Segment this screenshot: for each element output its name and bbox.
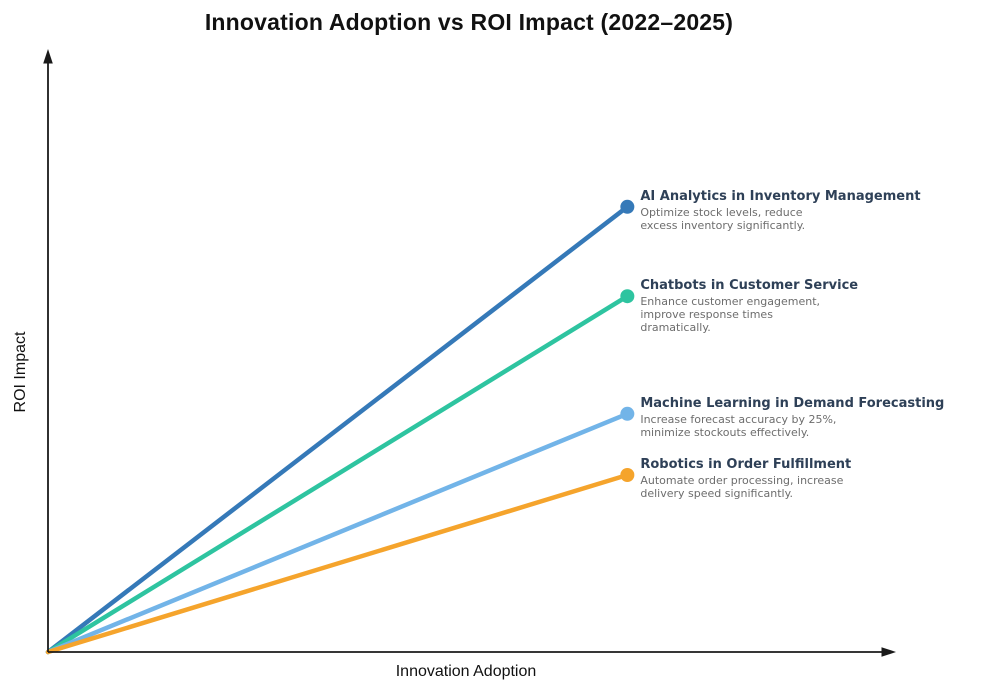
series-line bbox=[45, 293, 630, 655]
x-axis-arrow-icon bbox=[881, 647, 896, 657]
series-description: Enhance customer engagement, improve res… bbox=[640, 295, 821, 335]
series-endpoint-dot bbox=[620, 406, 635, 421]
series-endpoint-dot bbox=[620, 289, 635, 304]
series-description: Increase forecast accuracy by 25%, minim… bbox=[640, 412, 837, 439]
series-line bbox=[45, 472, 630, 655]
series-label: Machine Learning in Demand Forecasting In… bbox=[640, 396, 944, 439]
series-title: Chatbots in Customer Service bbox=[640, 278, 859, 294]
series-title: AI Analytics in Inventory Management bbox=[640, 188, 921, 204]
series-line bbox=[45, 411, 630, 655]
y-axis-label: ROI Impact bbox=[12, 331, 29, 413]
x-axis-label: Innovation Adoption bbox=[395, 663, 537, 680]
series-description: Optimize stock levels, reduce excess inv… bbox=[640, 205, 806, 232]
series-label: AI Analytics in Inventory Management Opti… bbox=[640, 189, 920, 232]
y-axis-arrow-icon bbox=[43, 49, 53, 64]
series-title: Machine Learning in Demand Forecasting bbox=[640, 395, 945, 411]
series-description: Automate order processing, increase deli… bbox=[640, 474, 844, 500]
series-title: Robotics in Order Fulfillment bbox=[640, 457, 852, 472]
series-endpoint-dot bbox=[620, 468, 635, 482]
series-label: Chatbots in Customer Service Enhance cust… bbox=[640, 278, 858, 334]
chart-title: Innovation Adoption vs ROI Impact (2022–… bbox=[204, 9, 734, 35]
series-label: Robotics in Order Fulfillment Automate or… bbox=[640, 457, 851, 500]
series-line bbox=[45, 204, 630, 655]
series-endpoint-dot bbox=[620, 199, 635, 214]
series-layer bbox=[45, 199, 635, 655]
